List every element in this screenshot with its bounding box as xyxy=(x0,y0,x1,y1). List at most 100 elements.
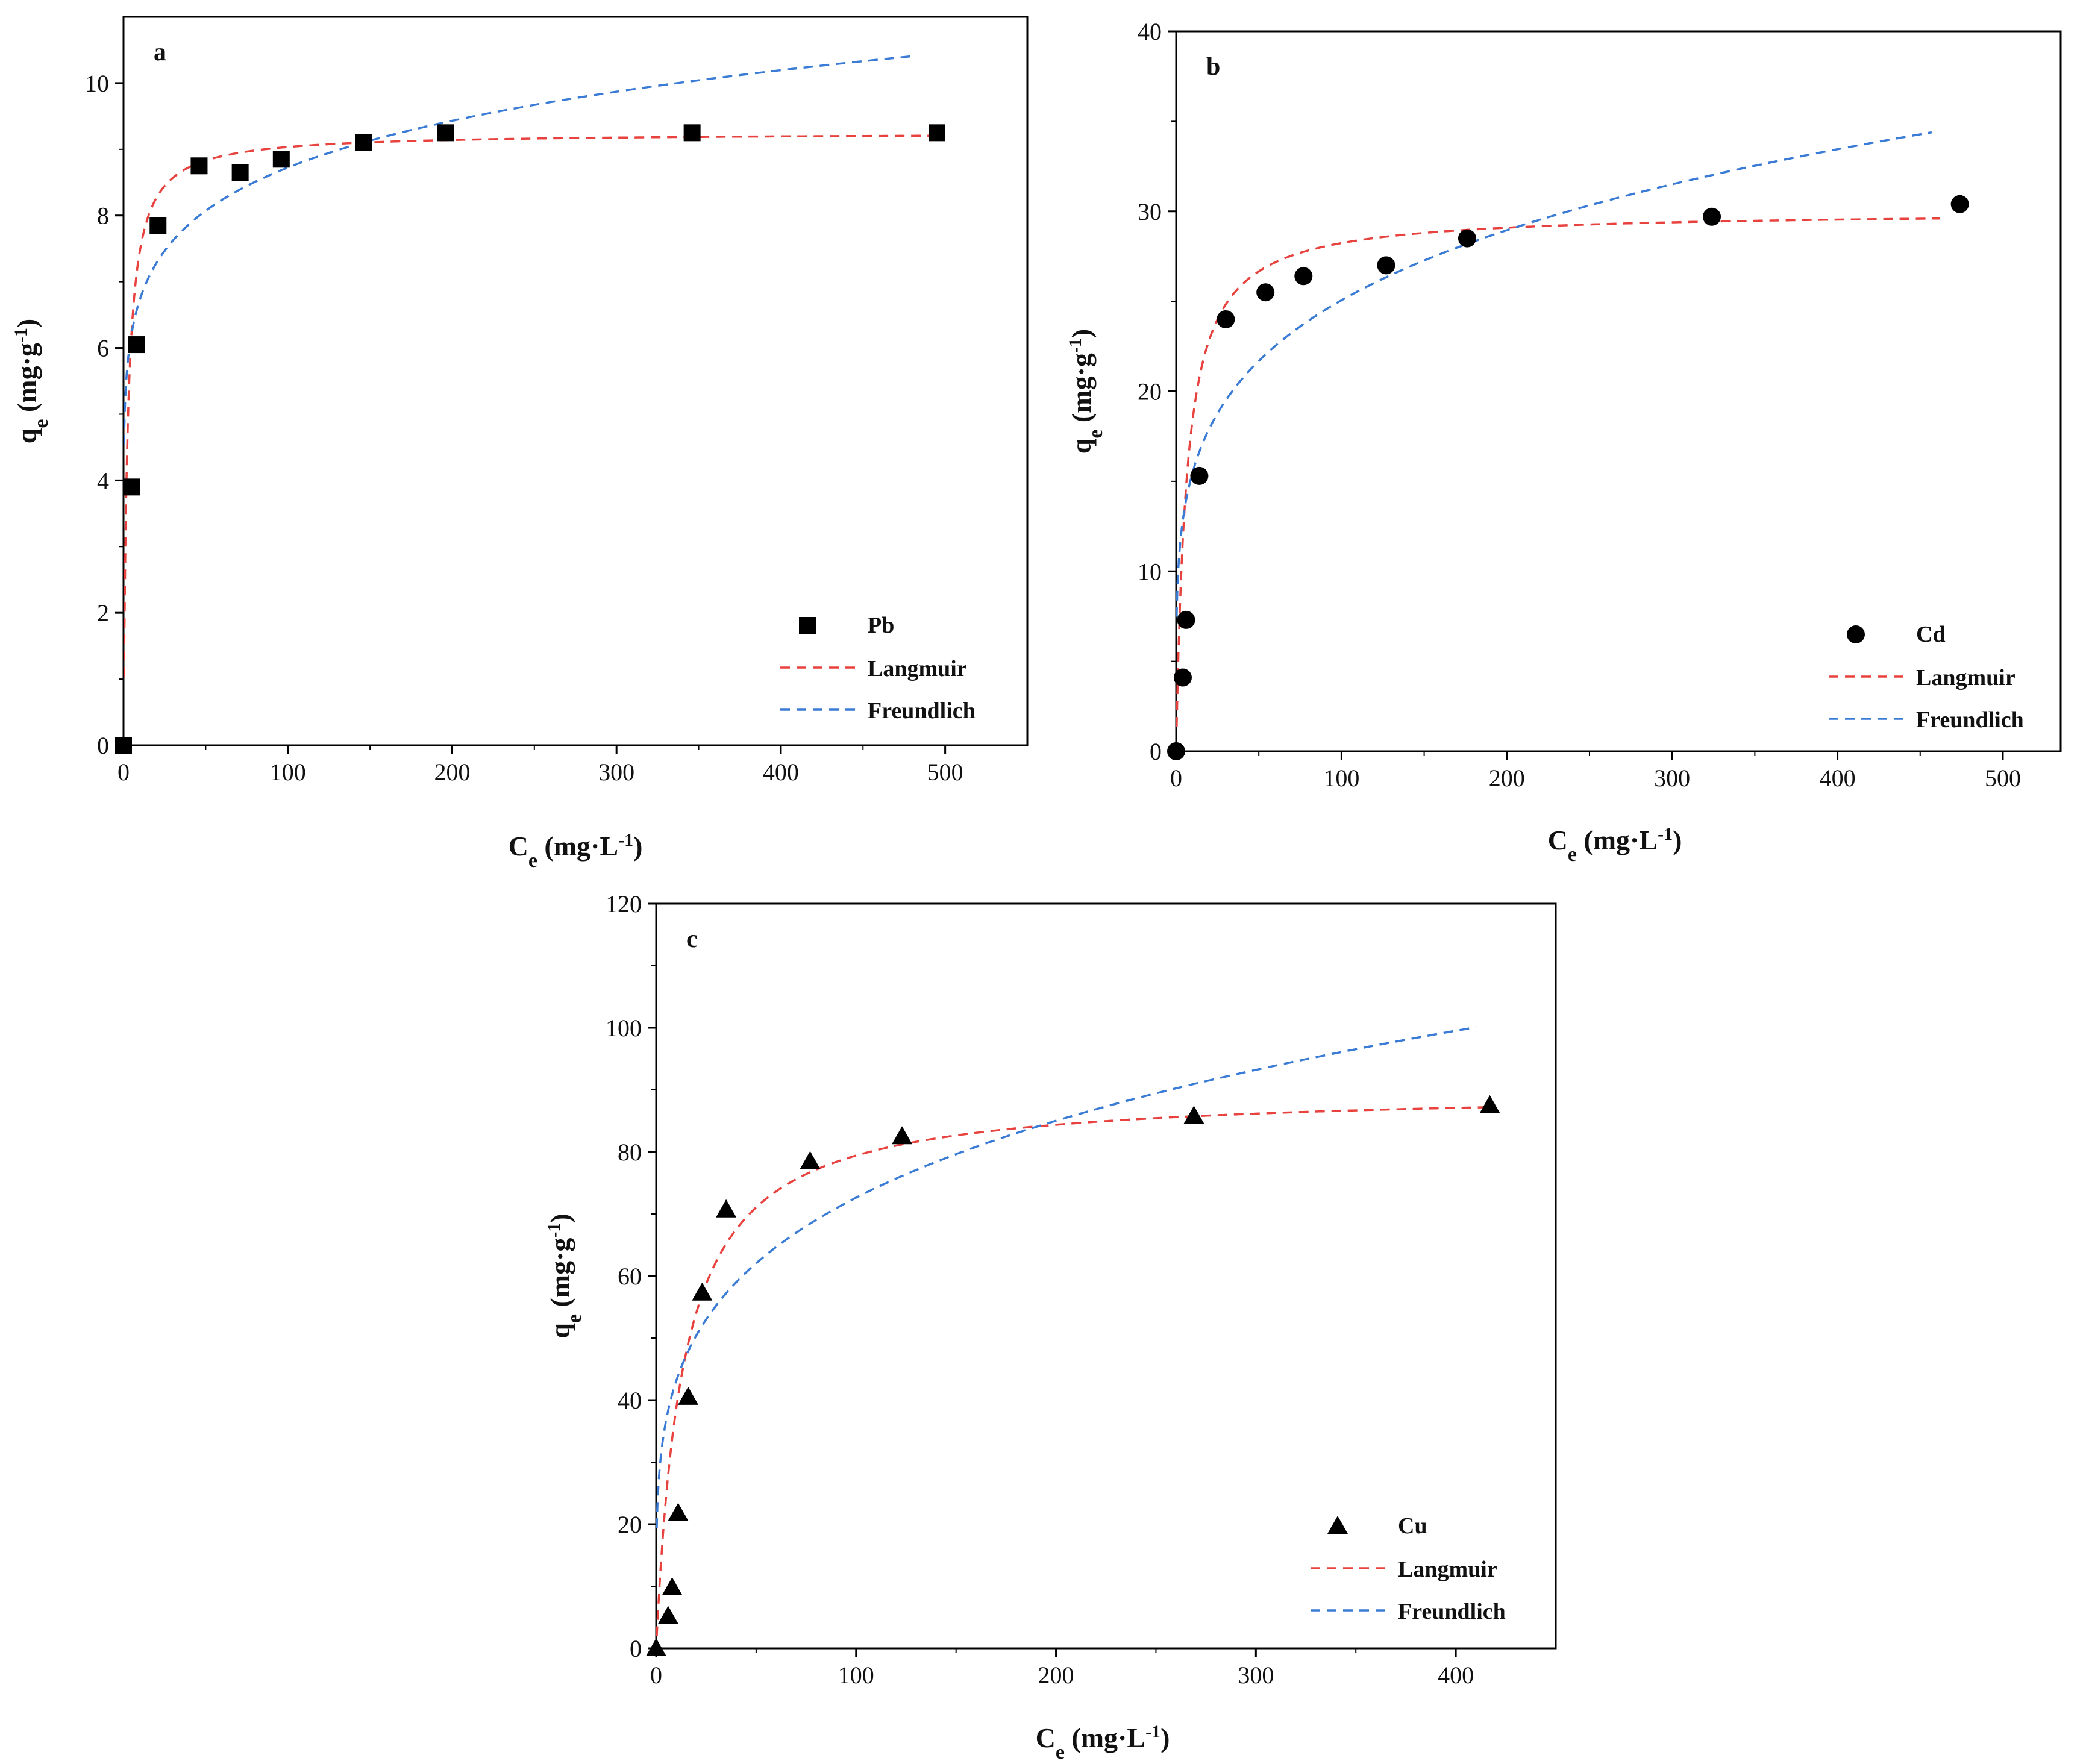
data-point xyxy=(231,164,249,181)
x-axis-title: Ce (mg·L-1) xyxy=(1548,824,1682,866)
legend-label-freundlich: Freundlich xyxy=(868,698,976,724)
x-tick-label: 0 xyxy=(1170,765,1182,792)
label-part: e xyxy=(1568,843,1577,866)
label-part: (mg·g xyxy=(545,1238,575,1314)
x-axis-title: Ce (mg·L-1) xyxy=(509,830,643,872)
label-part: -1 xyxy=(544,1223,564,1238)
x-axis-title: Ce (mg·L-1) xyxy=(1036,1722,1170,1763)
y-tick-label: 0 xyxy=(630,1635,642,1662)
label-part: C xyxy=(509,831,528,862)
data-point xyxy=(1703,207,1721,226)
legend-marker xyxy=(799,617,816,634)
label-part: -1 xyxy=(1065,338,1085,353)
panel-label: b xyxy=(1206,53,1220,81)
legend-marker xyxy=(1327,1516,1348,1534)
label-part: ) xyxy=(1160,1722,1170,1753)
y-axis-title: qe (mg·g-1) xyxy=(11,319,52,444)
y-tick-label: 60 xyxy=(618,1263,642,1290)
data-point xyxy=(678,1386,699,1405)
label-part: -1 xyxy=(1658,824,1673,844)
langmuir-curve xyxy=(656,1106,1486,1636)
label-part: (mg·g xyxy=(1066,353,1097,429)
x-tick-label: 500 xyxy=(927,758,963,786)
legend-label-freundlich: Freundlich xyxy=(1916,707,2024,733)
data-point xyxy=(1377,256,1395,275)
legend-marker xyxy=(1847,625,1865,643)
label-part: ) xyxy=(1673,825,1682,855)
data-point xyxy=(892,1126,913,1145)
data-point xyxy=(1479,1095,1500,1113)
label-part: e xyxy=(528,849,537,872)
panel-label: c xyxy=(686,925,698,953)
label-part: (mg·L xyxy=(1577,825,1658,855)
y-tick-label: 80 xyxy=(618,1139,642,1166)
data-point xyxy=(692,1282,713,1301)
langmuir-curve xyxy=(1176,217,1940,727)
label-part: -1 xyxy=(1145,1722,1160,1742)
plot-frame xyxy=(122,16,1029,746)
y-tick-label: 30 xyxy=(1138,198,1162,225)
label-part: e xyxy=(563,1314,586,1323)
freundlich-curve xyxy=(656,1026,1476,1528)
y-axis-title: qe (mg·g-1) xyxy=(544,1213,586,1339)
label-part: (mg·g xyxy=(11,343,42,419)
data-point xyxy=(657,1606,678,1624)
y-tick-label: 0 xyxy=(97,732,109,759)
data-point xyxy=(1256,283,1275,302)
y-tick-label: 6 xyxy=(97,335,109,362)
data-point xyxy=(1294,267,1313,286)
data-point xyxy=(128,336,145,354)
label-part: e xyxy=(1056,1741,1065,1763)
data-point xyxy=(115,737,132,754)
legend-label-langmuir: Langmuir xyxy=(1398,1557,1497,1582)
x-tick-label: 100 xyxy=(1323,765,1359,792)
langmuir-curve xyxy=(124,134,937,677)
data-point xyxy=(123,478,140,496)
legend-label-langmuir: Langmuir xyxy=(1916,665,2016,690)
label-part: q xyxy=(545,1323,575,1339)
label-part: ) xyxy=(11,319,42,328)
x-tick-label: 400 xyxy=(1438,1662,1474,1689)
x-tick-label: 300 xyxy=(1238,1662,1274,1689)
legend-label-data: Cu xyxy=(1398,1513,1427,1539)
x-tick-label: 200 xyxy=(1038,1662,1074,1689)
data-point xyxy=(149,217,167,234)
y-tick-label: 100 xyxy=(606,1015,642,1042)
y-tick-label: 40 xyxy=(1138,18,1162,45)
y-tick-label: 2 xyxy=(97,599,109,627)
data-point xyxy=(1950,195,1969,213)
y-tick-label: 120 xyxy=(606,890,642,918)
x-tick-label: 200 xyxy=(434,758,470,786)
x-tick-label: 300 xyxy=(598,758,634,786)
label-part: -1 xyxy=(11,328,31,343)
data-point xyxy=(1183,1106,1204,1124)
label-part: e xyxy=(1085,430,1107,439)
x-tick-label: 100 xyxy=(270,758,306,786)
x-tick-label: 400 xyxy=(763,758,799,786)
label-part: q xyxy=(11,428,42,443)
label-part: ) xyxy=(545,1213,575,1222)
legend-label-freundlich: Freundlich xyxy=(1398,1599,1506,1624)
freundlich-curve xyxy=(1176,131,1932,617)
data-point xyxy=(1458,229,1476,248)
data-point xyxy=(1167,742,1185,760)
data-point xyxy=(683,124,701,142)
x-tick-label: 100 xyxy=(838,1662,874,1689)
y-tick-label: 4 xyxy=(97,467,109,494)
data-point xyxy=(190,157,208,175)
panel-label: a xyxy=(154,39,166,66)
x-tick-label: 0 xyxy=(117,758,130,786)
y-tick-label: 10 xyxy=(85,70,109,97)
label-part: (mg·L xyxy=(537,831,618,862)
data-point xyxy=(1190,466,1209,485)
x-tick-label: 0 xyxy=(650,1662,662,1689)
data-point xyxy=(437,124,454,142)
data-point xyxy=(800,1151,821,1169)
data-point xyxy=(272,151,290,168)
freundlich-curve xyxy=(124,55,913,445)
x-tick-label: 400 xyxy=(1820,765,1856,792)
